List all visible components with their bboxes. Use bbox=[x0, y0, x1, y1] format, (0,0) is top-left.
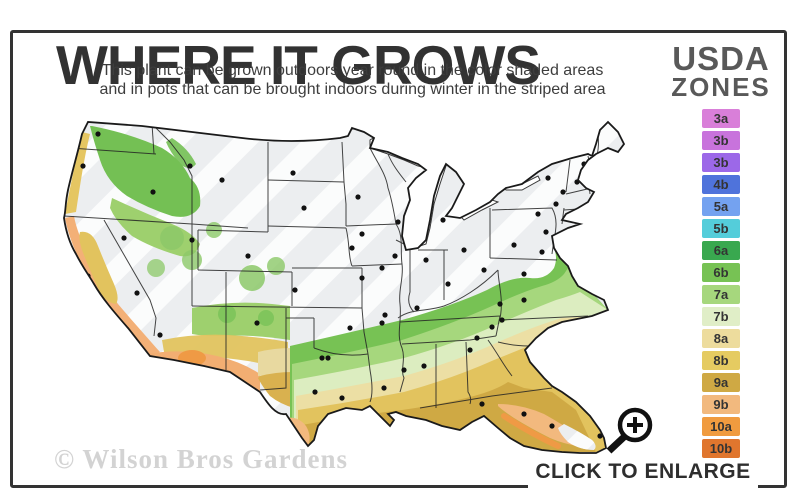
zone-swatch-list: 3a 3b 3b 4b 5a 5b 6a 6b 7a 7b 8a 8b 9a 9b 10a 10b bbox=[655, 109, 787, 458]
zone-swatch-1: 3a bbox=[702, 109, 740, 128]
zone-swatch-2: 3b bbox=[702, 131, 740, 150]
magnifier-plus-icon[interactable] bbox=[600, 404, 658, 456]
subtitle-line-2: and in pots that can be brought indoors … bbox=[99, 81, 606, 98]
usda-zone-map[interactable] bbox=[52, 108, 667, 460]
city-dots bbox=[80, 131, 603, 439]
us-map-graphic bbox=[63, 121, 625, 454]
subtitle-line-1: This plant can be grown outdoors year ro… bbox=[101, 62, 604, 79]
zone-swatch-16: 10b bbox=[702, 439, 740, 458]
zone-swatch-4: 4b bbox=[702, 175, 740, 194]
state-borders bbox=[64, 123, 601, 409]
zone-swatch-5: 5a bbox=[702, 197, 740, 216]
page-title: WHERE IT GROWS bbox=[44, 37, 553, 93]
click-to-enlarge-button[interactable]: CLICK TO ENLARGE bbox=[528, 404, 758, 490]
zone-swatch-13: 9a bbox=[702, 373, 740, 392]
zone-swatch-6: 5b bbox=[702, 219, 740, 238]
zone-swatch-7: 6a bbox=[702, 241, 740, 260]
zone-swatch-12: 8b bbox=[702, 351, 740, 370]
zone-swatch-11: 8a bbox=[702, 329, 740, 348]
watermark: © Wilson Bros Gardens bbox=[54, 444, 348, 474]
legend-heading-usda: USDA bbox=[672, 40, 770, 77]
zone-swatch-8: 6b bbox=[702, 263, 740, 282]
zone-swatch-3: 3b bbox=[702, 153, 740, 172]
zone-swatch-14: 9b bbox=[702, 395, 740, 414]
zone-swatch-9: 7a bbox=[702, 285, 740, 304]
click-to-enlarge-label[interactable]: CLICK TO ENLARGE bbox=[528, 458, 758, 490]
usda-zones-legend: USDA ZONES 3a 3b 3b 4b 5a 5b 6a 6b 7a 7b 8a 8b 9a 9b 1… bbox=[655, 40, 787, 458]
zone-swatch-15: 10a bbox=[702, 417, 740, 436]
legend-heading-zones: ZONES bbox=[671, 72, 771, 102]
subtitle: This plant can be grown outdoors year ro… bbox=[40, 61, 665, 99]
zone-swatch-10: 7b bbox=[702, 307, 740, 326]
